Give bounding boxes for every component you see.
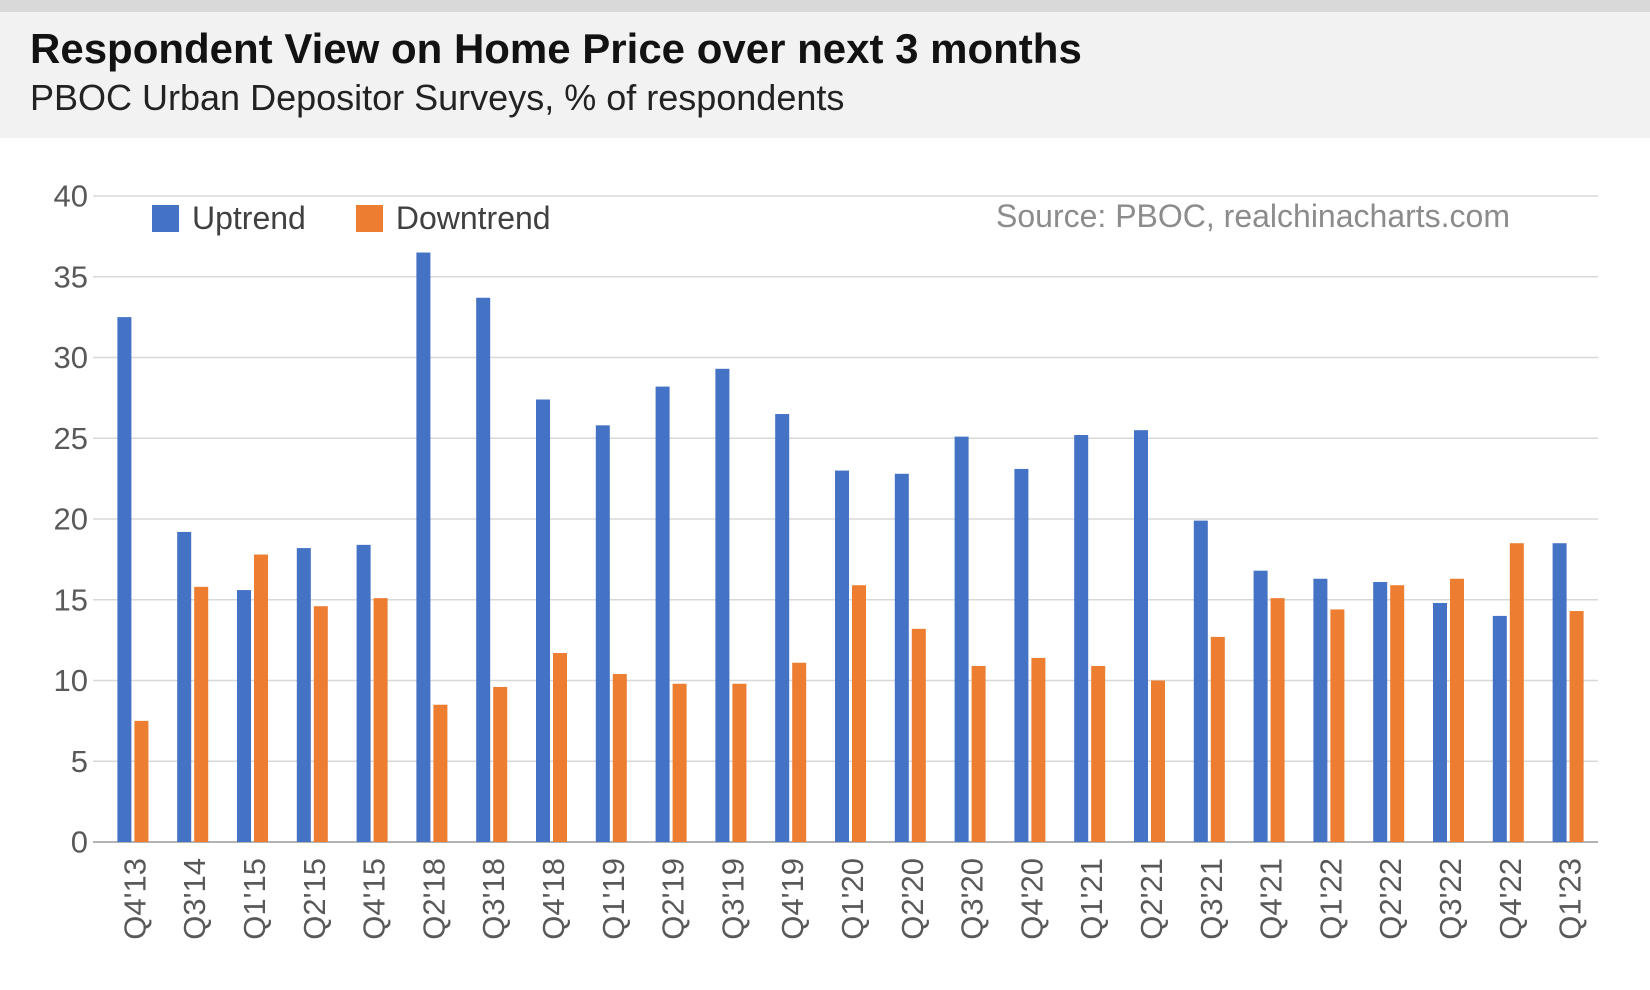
- legend-item-downtrend: Downtrend: [355, 200, 551, 237]
- bar-downtrend-Q2'20: [911, 628, 926, 842]
- bar-uptrend-Q2'21: [1134, 430, 1148, 842]
- bar-downtrend-Q1'19: [612, 674, 627, 842]
- x-tick-label-Q3'21: Q3'21: [1194, 858, 1229, 940]
- bar-downtrend-Q3'20: [971, 665, 986, 842]
- x-tick-label-Q3'22: Q3'22: [1433, 858, 1468, 940]
- bar-uptrend-Q2'19: [655, 386, 670, 842]
- x-tick-label-Q2'21: Q2'21: [1134, 858, 1169, 940]
- x-tick-label-Q1'22: Q1'22: [1313, 858, 1348, 940]
- uptrend-swatch-icon: [152, 205, 179, 232]
- x-tick-label-Q3'18: Q3'18: [476, 858, 511, 940]
- x-tick-label-Q2'19: Q2'19: [656, 858, 691, 940]
- y-tick-label-40: 40: [54, 179, 88, 214]
- y-tick-label-0: 0: [71, 825, 88, 860]
- bar-uptrend-Q2'18: [416, 252, 431, 842]
- x-tick-label-Q2'20: Q2'20: [895, 858, 930, 940]
- legend-item-uptrend: Uptrend: [152, 200, 306, 237]
- bar-downtrend-Q2'19: [672, 683, 687, 842]
- chart-area: 0 5 10 15 20 25 30 35 40 Q4'13 Q3'14 Q1'15 Q2'15 Q4'1…: [0, 140, 1650, 990]
- x-tick-label-Q4'18: Q4'18: [536, 858, 571, 940]
- bar-uptrend-Q3'21: [1193, 520, 1208, 842]
- legend-label-uptrend: Uptrend: [192, 200, 306, 236]
- bar-uptrend-Q3'14: [177, 531, 192, 842]
- bar-downtrend-Q3'21: [1210, 636, 1225, 842]
- x-tick-label-Q2'15: Q2'15: [297, 858, 332, 940]
- chart-legend: Uptrend Downtrend: [152, 200, 551, 237]
- x-tick-label-Q4'21: Q4'21: [1254, 858, 1289, 940]
- legend-label-downtrend: Downtrend: [395, 200, 551, 236]
- bar-downtrend-Q1'21: [1091, 665, 1106, 842]
- y-tick-label-30: 30: [54, 340, 88, 375]
- bar-downtrend-Q1'23: [1569, 611, 1584, 842]
- bar-uptrend-Q4'18: [536, 399, 550, 842]
- y-tick-label-20: 20: [54, 502, 88, 537]
- bar-downtrend-Q4'18: [553, 653, 567, 842]
- bar-downtrend-Q2'22: [1390, 585, 1405, 842]
- bar-uptrend-Q1'19: [595, 425, 610, 842]
- bar-downtrend-Q2'21: [1151, 680, 1165, 842]
- bar-downtrend-Q3'22: [1450, 578, 1464, 842]
- bar-uptrend-Q1'15: [237, 590, 251, 842]
- bar-uptrend-Q3'22: [1433, 602, 1447, 842]
- bar-uptrend-Q2'15: [296, 548, 311, 842]
- bar-downtrend-Q1'22: [1330, 609, 1345, 842]
- y-tick-label-25: 25: [54, 421, 88, 456]
- bar-downtrend-Q4'20: [1031, 657, 1046, 842]
- x-tick-label-Q4'19: Q4'19: [775, 858, 810, 940]
- bar-uptrend-Q4'19: [775, 414, 790, 842]
- x-tick-label-Q3'19: Q3'19: [715, 858, 750, 940]
- x-tick-label-Q4'22: Q4'22: [1493, 858, 1528, 940]
- bar-downtrend-Q3'18: [493, 686, 508, 842]
- bar-uptrend-Q3'19: [715, 368, 730, 842]
- x-tick-label-Q4'20: Q4'20: [1014, 858, 1049, 940]
- bar-uptrend-Q4'13: [117, 317, 132, 842]
- x-tick-label-Q1'20: Q1'20: [835, 858, 870, 940]
- y-tick-label-5: 5: [71, 744, 88, 779]
- bar-uptrend-Q4'22: [1492, 615, 1507, 842]
- bar-downtrend-Q1'20: [852, 585, 866, 842]
- x-tick-label-Q3'14: Q3'14: [177, 858, 212, 940]
- x-tick-label-Q2'18: Q2'18: [416, 858, 451, 940]
- x-tick-label-Q2'22: Q2'22: [1373, 858, 1408, 940]
- bar-uptrend-Q2'22: [1373, 581, 1388, 842]
- bar-uptrend-Q3'20: [954, 436, 969, 842]
- bar-downtrend-Q4'21: [1270, 598, 1285, 842]
- source-note: Source: PBOC, realchinacharts.com: [996, 198, 1510, 234]
- bar-uptrend-Q2'20: [894, 473, 909, 842]
- bar-uptrend-Q3'18: [476, 297, 491, 842]
- downtrend-swatch-icon: [355, 205, 383, 232]
- bar-uptrend-Q1'21: [1074, 435, 1089, 842]
- bar-uptrend-Q4'21: [1253, 570, 1268, 842]
- bar-downtrend-Q1'15: [254, 554, 268, 842]
- y-tick-label-35: 35: [54, 259, 88, 294]
- chart-subtitle: PBOC Urban Depositor Surveys, % of respo…: [30, 77, 845, 118]
- bar-downtrend-Q4'22: [1509, 543, 1524, 842]
- x-tick-label-Q1'23: Q1'23: [1553, 858, 1588, 940]
- y-tick-label-15: 15: [54, 582, 88, 617]
- bar-downtrend-Q2'15: [313, 606, 328, 842]
- bar-downtrend-Q2'18: [433, 704, 448, 842]
- bar-uptrend-Q4'20: [1014, 468, 1029, 842]
- bar-uptrend-Q4'15: [356, 544, 371, 842]
- x-tick-label-Q4'13: Q4'13: [117, 858, 152, 940]
- bar-downtrend-Q4'19: [792, 662, 807, 842]
- bar-chart-svg: 0 5 10 15 20 25 30 35 40 Q4'13 Q3'14 Q1'15 Q2'15 Q4'1…: [54, 179, 1598, 940]
- bar-downtrend-Q3'14: [194, 586, 209, 842]
- x-tick-label-Q1'21: Q1'21: [1074, 858, 1109, 940]
- x-tick-label-Q3'20: Q3'20: [955, 858, 990, 940]
- bar-downtrend-Q4'13: [134, 720, 149, 842]
- bar-uptrend-Q1'23: [1552, 543, 1567, 842]
- x-tick-label-Q4'15: Q4'15: [357, 858, 392, 940]
- x-tick-label-Q1'15: Q1'15: [237, 858, 272, 940]
- bar-downtrend-Q4'15: [373, 598, 388, 842]
- y-tick-label-10: 10: [54, 663, 88, 698]
- bar-uptrend-Q1'20: [835, 470, 849, 842]
- bar-downtrend-Q3'19: [732, 683, 747, 842]
- bar-uptrend-Q1'22: [1313, 578, 1328, 842]
- chart-title: Respondent View on Home Price over next …: [30, 25, 1082, 72]
- x-tick-label-Q1'19: Q1'19: [596, 858, 631, 940]
- chart-header: Respondent View on Home Price over next …: [0, 0, 1650, 138]
